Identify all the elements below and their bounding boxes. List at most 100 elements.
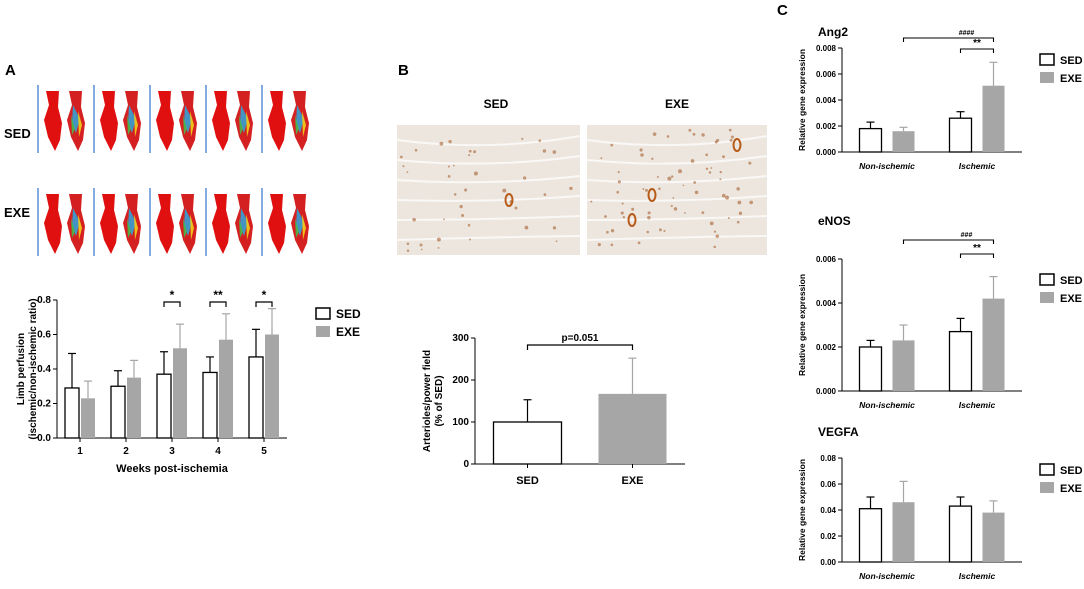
stain-dot	[729, 138, 733, 142]
paw-shape	[268, 194, 286, 254]
stain-dot	[469, 238, 471, 241]
stain-dot	[552, 150, 557, 154]
stain-dot	[728, 128, 732, 132]
y-tick-label: 0.6	[37, 330, 51, 341]
stain-dot	[748, 161, 752, 165]
stain-dot	[620, 211, 624, 215]
perfusion-green-area	[71, 218, 75, 238]
stain-dot	[414, 148, 418, 152]
bar	[858, 508, 883, 563]
legend-label: SED	[336, 307, 361, 321]
stain-dot	[725, 195, 729, 200]
y-tick-label: 0.8	[37, 295, 51, 306]
y-axis-label: Relative gene expression	[797, 459, 807, 561]
y-axis-label: Relative gene expression	[797, 274, 807, 376]
stain-dot	[622, 216, 626, 219]
stain-dot	[514, 206, 518, 210]
histology-micrographs: SED EXE	[396, 97, 768, 255]
tissue-membrane	[586, 155, 768, 165]
stain-dot	[693, 181, 697, 184]
arteriole-stain	[627, 213, 637, 227]
significance-bracket	[959, 48, 995, 53]
significance-bracket	[902, 239, 995, 244]
bar	[219, 339, 233, 438]
y-tick-label: 0.002	[816, 343, 837, 352]
y-tick-label: 0.2	[37, 399, 51, 410]
stain-dot	[420, 248, 423, 251]
tissue-membrane	[396, 235, 581, 241]
stain-dot	[727, 217, 730, 220]
perfusion-yellow-area	[246, 214, 250, 240]
y-tick-label: 0.000	[816, 148, 837, 157]
stain-dot	[616, 190, 620, 194]
chart-ang2: Ang2 0.000 0.002 0.004 0.006 0.008 Relative ge…	[797, 25, 1083, 171]
panel-label-a: A	[5, 62, 16, 79]
significance-bracket	[526, 344, 634, 350]
bar	[127, 377, 141, 438]
stain-dot	[736, 220, 740, 224]
image-row-label: SED	[4, 126, 31, 141]
stain-dot	[738, 211, 743, 215]
stain-dot	[645, 188, 648, 192]
stain-dot	[437, 246, 440, 249]
significance-marker: **	[213, 288, 223, 302]
perfusion-yellow-area	[134, 111, 138, 137]
laser-doppler-image-grid: SED EXE	[4, 85, 309, 256]
bar	[202, 371, 218, 439]
stain-dot	[447, 175, 451, 178]
stain-dot	[552, 226, 557, 230]
x-tick-label: EXE	[621, 475, 643, 487]
legend-label: EXE	[1060, 293, 1082, 305]
perfusion-green-area	[127, 218, 131, 238]
tissue-membrane	[396, 135, 581, 147]
stain-dot	[617, 171, 620, 174]
significance-marker: **	[973, 38, 981, 49]
perfusion-image	[37, 188, 85, 256]
bar	[492, 421, 563, 465]
significance-marker: ###	[961, 232, 973, 239]
x-tick-label: Non-ischemic	[859, 161, 915, 171]
stain-dot	[670, 204, 673, 208]
stain-dot	[406, 171, 409, 173]
stain-dot	[671, 175, 674, 178]
legend-swatch	[1040, 72, 1054, 83]
bar	[982, 298, 1005, 391]
x-tick-label: 2	[123, 446, 129, 457]
stain-dot	[439, 141, 444, 146]
stain-dot	[719, 178, 722, 181]
stain-dot	[542, 149, 547, 153]
significance-bracket	[902, 37, 995, 42]
perfusion-image	[205, 188, 253, 256]
x-tick-label: SED	[516, 475, 539, 487]
stain-dot	[610, 143, 614, 147]
y-axis-label-group: Relative gene expression	[797, 459, 807, 561]
stain-dot	[646, 230, 650, 234]
paw-shape	[100, 194, 118, 254]
stain-dot	[468, 154, 471, 157]
stain-dot	[721, 193, 726, 198]
stain-dot	[412, 217, 416, 222]
arteriole-stain	[732, 138, 742, 152]
y-tick-label: 0.006	[816, 255, 837, 264]
stain-dot	[640, 153, 644, 157]
y-axis-label: (ischemic/non-ischemic ratio)	[28, 298, 39, 439]
stain-dot	[692, 132, 696, 136]
significance-marker: *	[170, 288, 175, 302]
paw-shape	[44, 91, 62, 151]
bar	[948, 117, 973, 153]
bar	[248, 356, 264, 439]
y-tick-label: 0.00	[820, 558, 836, 567]
stain-dot	[682, 184, 685, 187]
stain-dot	[714, 140, 718, 144]
bar	[892, 131, 915, 152]
legend-swatch	[1040, 292, 1054, 303]
bar	[892, 340, 915, 391]
stain-dot	[461, 213, 465, 218]
stain-dot	[521, 137, 524, 141]
chart-title: Ang2	[818, 25, 848, 39]
y-axis-label: (% of SED)	[434, 375, 445, 426]
stain-dot	[538, 139, 542, 142]
y-tick-label: 0	[463, 459, 469, 470]
significance-bracket	[209, 301, 227, 307]
